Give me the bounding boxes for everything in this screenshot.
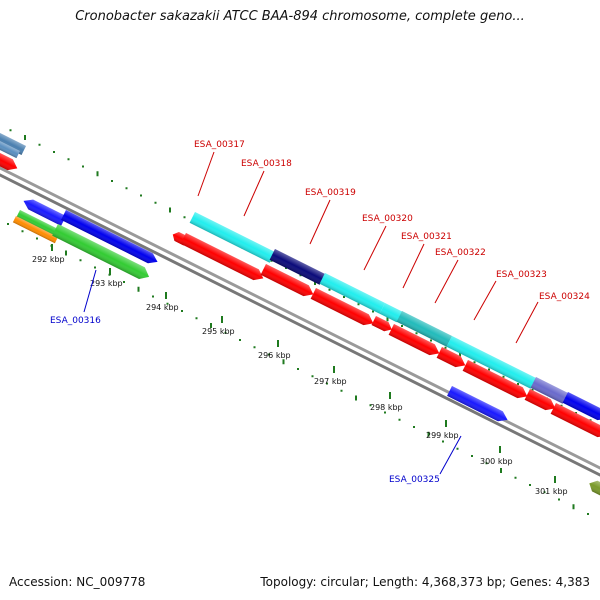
label-leader xyxy=(434,259,459,304)
features xyxy=(0,130,600,498)
gene-label[interactable]: ESA_00321 xyxy=(401,232,452,242)
backbone xyxy=(0,166,600,477)
gene-label[interactable]: ESA_00316 xyxy=(50,316,101,326)
gene-feature[interactable] xyxy=(189,212,275,263)
gene-feature[interactable] xyxy=(260,264,316,300)
gene-label[interactable]: ESA_00322 xyxy=(435,248,486,258)
gene-feature[interactable] xyxy=(16,210,60,238)
label-leader xyxy=(197,151,215,197)
gene-label[interactable]: ESA_00323 xyxy=(496,270,547,280)
label-leader xyxy=(515,301,539,344)
kbp-label: 299 kbp xyxy=(426,431,459,440)
label-leader xyxy=(309,199,331,245)
gene-feature[interactable] xyxy=(180,233,266,284)
kbp-label: 300 kbp xyxy=(480,457,513,466)
gene-feature[interactable] xyxy=(562,392,600,424)
labels: ESA_00316 ESA_00317 ESA_00318 ESA_00319 ESA_… xyxy=(50,140,590,485)
backbone-line xyxy=(0,166,600,470)
gene-feature[interactable] xyxy=(269,249,325,285)
gene-feature[interactable] xyxy=(388,324,442,359)
gene-feature[interactable] xyxy=(21,196,66,226)
gene-label[interactable]: ESA_00324 xyxy=(539,292,590,302)
gene-feature[interactable] xyxy=(396,311,452,347)
gene-feature[interactable] xyxy=(0,138,20,159)
gene-feature[interactable] xyxy=(0,130,27,155)
gene-label[interactable]: ESA_00320 xyxy=(362,214,413,224)
kbp-label: 295 kbp xyxy=(202,327,235,336)
accession-text: Accession: NC_009778 xyxy=(9,575,146,589)
gene-feature[interactable] xyxy=(462,360,530,402)
gene-feature[interactable] xyxy=(447,386,510,425)
gene-feature[interactable] xyxy=(0,150,20,174)
gene-feature[interactable] xyxy=(530,377,569,404)
topology-text: Topology: circular; Length: 4,368,373 bp… xyxy=(260,575,590,589)
label-leader xyxy=(473,280,497,321)
gene-feature[interactable] xyxy=(524,389,558,414)
gene-label[interactable]: ESA_00318 xyxy=(241,159,292,169)
gene-feature[interactable] xyxy=(446,336,537,389)
gene-label[interactable]: ESA_00325 xyxy=(389,475,440,485)
kbp-label: 292 kbp xyxy=(32,255,65,264)
label-leader xyxy=(402,243,425,289)
gene-label[interactable]: ESA_00319 xyxy=(305,188,356,198)
gene-feature[interactable] xyxy=(550,403,600,441)
kbp-label: 293 kbp xyxy=(90,279,123,288)
map-title: Cronobacter sakazakii ATCC BAA-894 chrom… xyxy=(75,9,525,24)
gene-feature[interactable] xyxy=(587,478,600,498)
gene-feature[interactable] xyxy=(371,316,394,334)
gene-feature[interactable] xyxy=(436,347,468,371)
label-leader xyxy=(439,435,462,475)
kbp-label: 298 kbp xyxy=(370,403,403,412)
backbone-line xyxy=(0,173,600,477)
gene-feature[interactable] xyxy=(12,216,59,244)
gene-feature[interactable] xyxy=(61,210,160,267)
gene-feature[interactable] xyxy=(319,273,385,314)
label-leader xyxy=(83,269,97,313)
label-leader xyxy=(243,170,265,217)
kbp-label: 294 kbp xyxy=(146,303,179,312)
kbp-label: 296 kbp xyxy=(258,351,291,360)
gene-label[interactable]: ESA_00317 xyxy=(194,140,245,150)
gene-feature[interactable] xyxy=(52,224,152,283)
gene-feature[interactable] xyxy=(310,288,376,329)
label-leader xyxy=(363,225,387,271)
gene-feature[interactable] xyxy=(379,303,403,323)
kbp-label: 297 kbp xyxy=(314,377,347,386)
kbp-label: 301 kbp xyxy=(535,487,568,496)
